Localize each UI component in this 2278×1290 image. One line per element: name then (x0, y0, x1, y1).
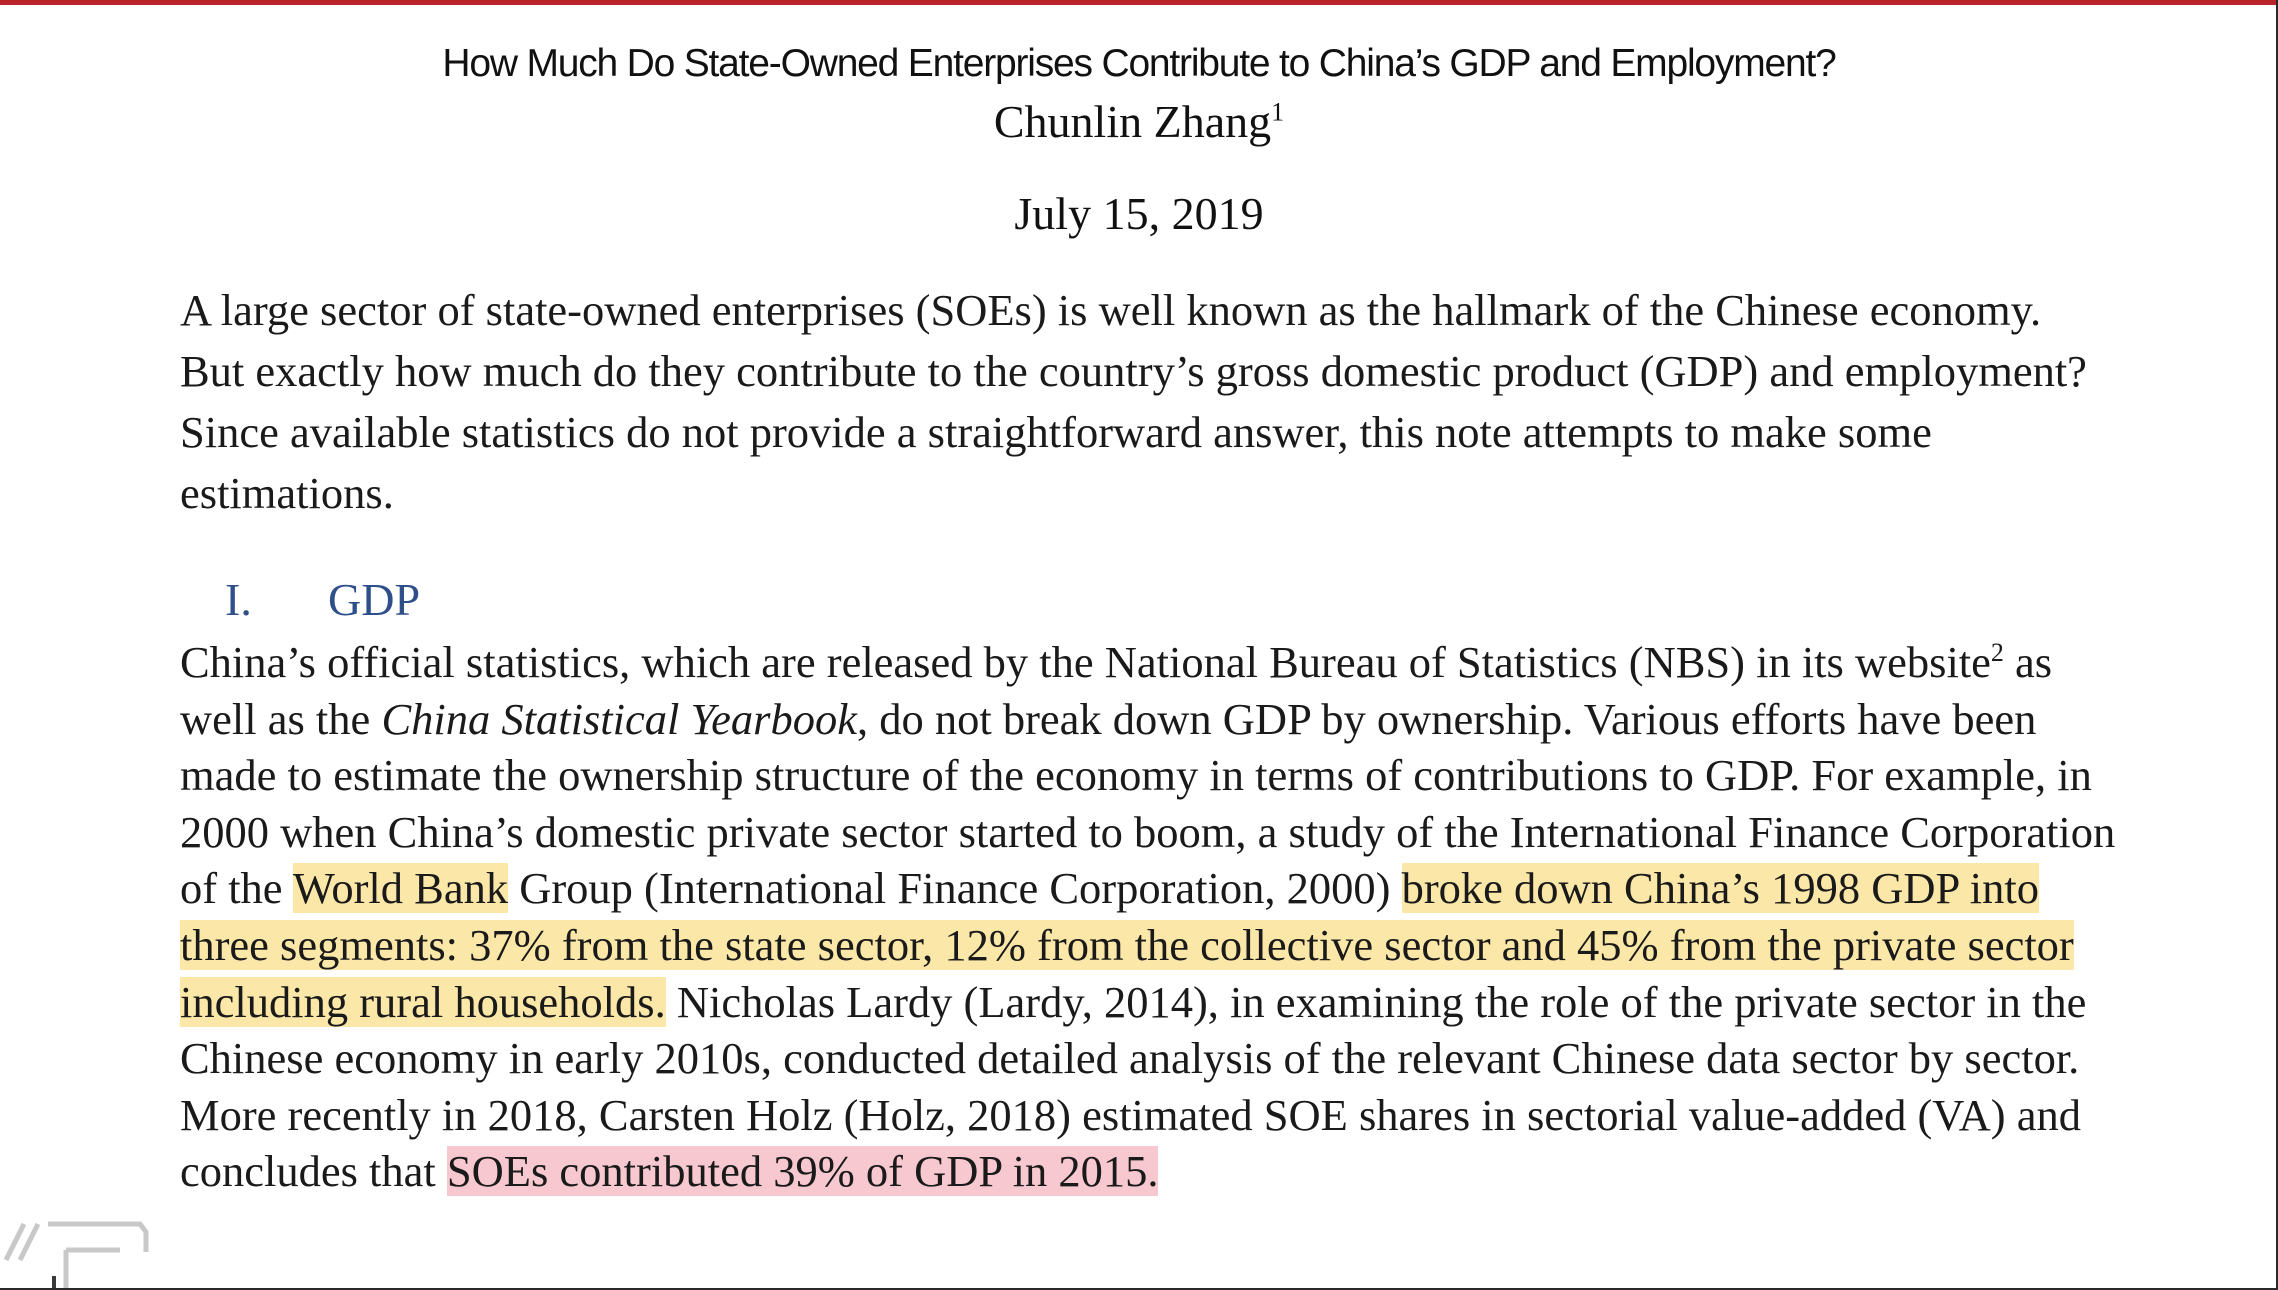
section-number: I. (225, 574, 252, 625)
publication-date: July 15, 2019 (0, 184, 2278, 244)
body-segment-4: Group (International Finance Corporation… (508, 863, 1402, 914)
corner-logo-icon (3, 1221, 149, 1290)
body-segment-3: , do not break down GDP by ownership. Va… (180, 693, 2116, 914)
page-right-edge (2276, 0, 2278, 1290)
page-bottom-edge (0, 1288, 2278, 1290)
highlight-world-bank: World Bank (292, 863, 509, 914)
section-heading: I. GDP (225, 570, 420, 630)
body-paragraph: China’s official statistics, which are r… (180, 634, 2120, 1200)
author-footnote-mark: 1 (1271, 97, 1285, 127)
publication-date-text: July 15, 2019 (1014, 188, 1264, 239)
body-segment-2: as well as the (180, 637, 2053, 744)
abstract-paragraph: A large sector of state-owned enterprise… (180, 280, 2100, 524)
author-line: Chunlin Zhang1 (0, 92, 2278, 152)
body-segment-1: China’s official statistics, which are r… (180, 637, 1991, 687)
author-name: Chunlin Zhang (993, 96, 1272, 147)
yearbook-title: China Statistical Yearbook (381, 693, 857, 744)
top-accent-bar (0, 0, 2278, 5)
paper-title: How Much Do State-Owned Enterprises Cont… (0, 36, 2278, 92)
highlight-soe-gdp-share: SOEs contributed 39% of GDP in 2015. (446, 1146, 1159, 1197)
body-segment-5: Nicholas Lardy (Lardy, 2014), in examini… (180, 976, 2087, 1197)
paper-title-text: How Much Do State-Owned Enterprises Cont… (442, 42, 1836, 85)
body-footnote-mark: 2 (1990, 638, 2004, 668)
abstract-text: A large sector of state-owned enterprise… (180, 285, 2087, 518)
section-title: GDP (328, 574, 421, 625)
